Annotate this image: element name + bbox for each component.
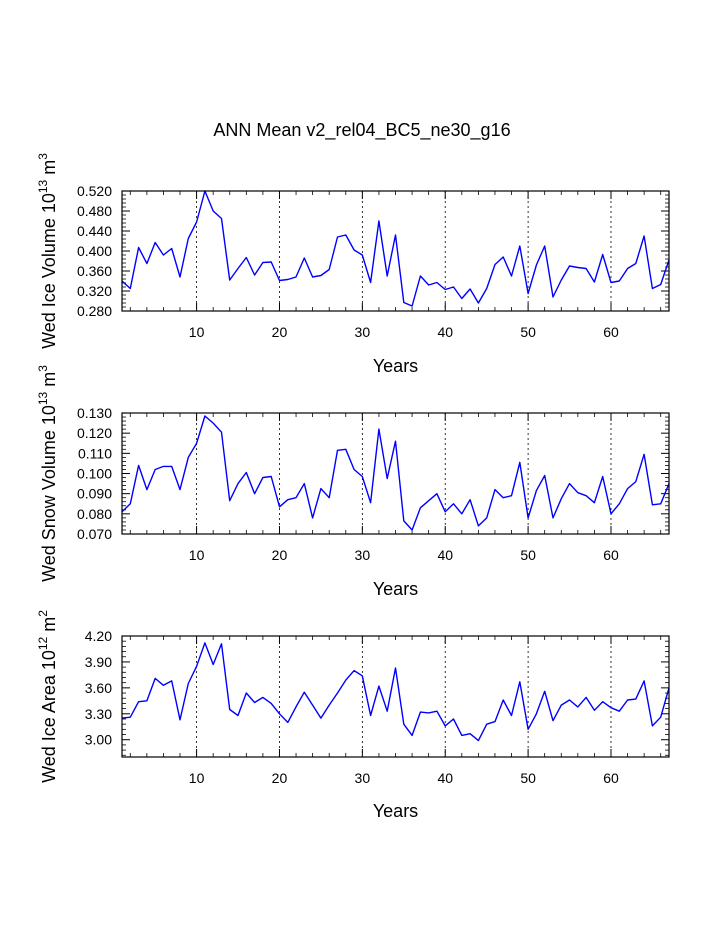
- x-tick-label: 40: [437, 770, 453, 786]
- x-tick-label: 10: [189, 324, 205, 340]
- x-tick-label: 30: [355, 770, 371, 786]
- plot-frame: [121, 635, 670, 758]
- y-tick-label: 0.070: [77, 526, 112, 542]
- y-tick-label: 4.20: [85, 628, 112, 644]
- x-tick-label: 40: [437, 547, 453, 563]
- y-tick-label: 0.280: [77, 303, 112, 319]
- y-axis-title: Wed Snow Volume 1013 m3: [36, 365, 59, 582]
- y-tick-label: 0.480: [77, 203, 112, 219]
- y-tick-label: 0.120: [77, 425, 112, 441]
- x-tick-label: 50: [520, 770, 536, 786]
- plot-frame: [121, 412, 670, 535]
- y-tick-label: 0.360: [77, 263, 112, 279]
- y-axis-title: Wed Ice Volume 1013 m3: [36, 153, 59, 349]
- chart-panel-1: 0.280 0.320 0.360 0.400 0.440 0.480 0.520 10 20 3…: [36, 153, 670, 376]
- x-tick-label: 60: [603, 324, 619, 340]
- series-line: [121, 190, 670, 307]
- x-tick-label: 40: [437, 324, 453, 340]
- x-tick-label: 50: [520, 547, 536, 563]
- y-tick-label: 0.320: [77, 283, 112, 299]
- y-tick-label: 3.00: [85, 732, 112, 748]
- x-tick-label: 20: [272, 547, 288, 563]
- y-tick-label: 3.60: [85, 680, 112, 696]
- series-line: [121, 415, 670, 531]
- chart-panel-3: 3.00 3.30 3.60 3.90 4.20 10 20 30 40 50 60 Years Wed…: [36, 610, 670, 821]
- x-tick-label: 10: [189, 770, 205, 786]
- chart-panel-2: 0.070 0.080 0.090 0.100 0.110 0.120 0.130 10 20 3…: [36, 365, 670, 599]
- y-tick-label: 0.520: [77, 183, 112, 199]
- y-tick-label: 0.100: [77, 466, 112, 482]
- y-tick-label: 0.090: [77, 486, 112, 502]
- x-tick-label: 30: [355, 547, 371, 563]
- x-tick-label: 60: [603, 770, 619, 786]
- y-tick-label: 0.400: [77, 243, 112, 259]
- x-tick-label: 20: [272, 324, 288, 340]
- x-tick-label: 30: [355, 324, 371, 340]
- y-tick-label: 3.90: [85, 654, 112, 670]
- x-tick-label: 50: [520, 324, 536, 340]
- x-axis-title: Years: [373, 356, 418, 376]
- x-tick-label: 20: [272, 770, 288, 786]
- y-tick-label: 0.440: [77, 223, 112, 239]
- figure-title: ANN Mean v2_rel04_BC5_ne30_g16: [213, 120, 510, 141]
- x-axis-title: Years: [373, 801, 418, 821]
- y-tick-label: 0.080: [77, 506, 112, 522]
- y-tick-label: 0.130: [77, 405, 112, 421]
- y-axis-title: Wed Ice Area 1012 m2: [36, 610, 59, 783]
- y-tick-label: 3.30: [85, 706, 112, 722]
- plot-frame: [121, 190, 670, 312]
- x-tick-label: 60: [603, 547, 619, 563]
- y-tick-label: 0.110: [78, 445, 112, 461]
- x-tick-label: 10: [189, 547, 205, 563]
- series-line: [121, 642, 670, 742]
- x-axis-title: Years: [373, 579, 418, 599]
